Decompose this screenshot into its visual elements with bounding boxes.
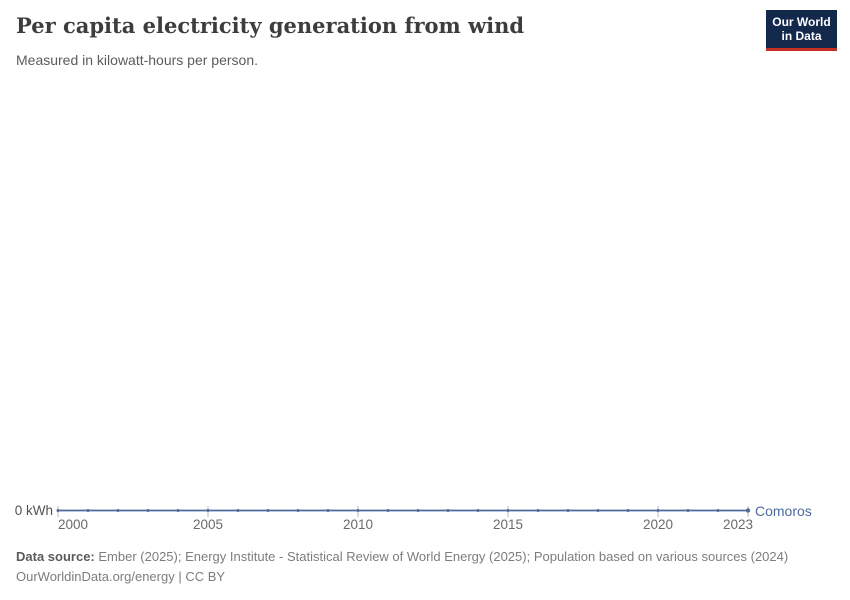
data-point — [656, 509, 660, 512]
footer-source-text: Ember (2025); Energy Institute - Statist… — [98, 549, 789, 564]
owid-logo[interactable]: Our World in Data — [766, 10, 837, 51]
x-axis-tick-label: 2005 — [192, 517, 224, 532]
data-point — [146, 509, 150, 512]
y-axis-zero-label: 0 kWh — [14, 503, 53, 518]
data-point — [416, 509, 420, 512]
data-point — [116, 509, 120, 512]
logo-text: Our World in Data — [772, 15, 830, 43]
data-point — [596, 509, 600, 512]
data-point — [446, 509, 450, 512]
data-point — [326, 509, 330, 512]
series-end-label[interactable]: Comoros — [755, 503, 812, 519]
data-point — [506, 509, 510, 512]
data-point — [745, 508, 751, 513]
data-point — [206, 509, 210, 512]
data-point — [356, 509, 360, 512]
footer-license: OurWorldinData.org/energy | CC BY — [16, 569, 226, 584]
data-point — [56, 509, 60, 512]
footer-source: Data source: Ember (2025); Energy Instit… — [16, 547, 788, 567]
data-point — [476, 509, 480, 512]
data-point — [296, 509, 300, 512]
data-point — [566, 509, 570, 512]
data-point — [266, 509, 270, 512]
x-axis-tick-label: 2023 — [722, 517, 754, 532]
data-point — [686, 509, 690, 512]
data-point — [386, 509, 390, 512]
data-point — [536, 509, 540, 512]
data-point — [86, 509, 90, 512]
data-point — [716, 509, 720, 512]
chart-footer: Data source: Ember (2025); Energy Instit… — [16, 547, 788, 587]
page-subtitle: Measured in kilowatt-hours per person. — [16, 52, 259, 68]
logo-line2: in Data — [781, 29, 822, 43]
x-axis-tick-label: 2000 — [58, 517, 89, 532]
footer-source-label: Data source: — [16, 549, 95, 564]
data-point — [626, 509, 630, 512]
logo-line1: Our World — [772, 15, 831, 29]
data-point — [176, 509, 180, 512]
x-axis-tick-label: 2015 — [492, 517, 524, 532]
page-title: Per capita electricity generation from w… — [16, 13, 525, 38]
x-axis-tick-label: 2010 — [342, 517, 374, 532]
x-axis-tick-label: 2020 — [642, 517, 674, 532]
data-point — [236, 509, 240, 512]
